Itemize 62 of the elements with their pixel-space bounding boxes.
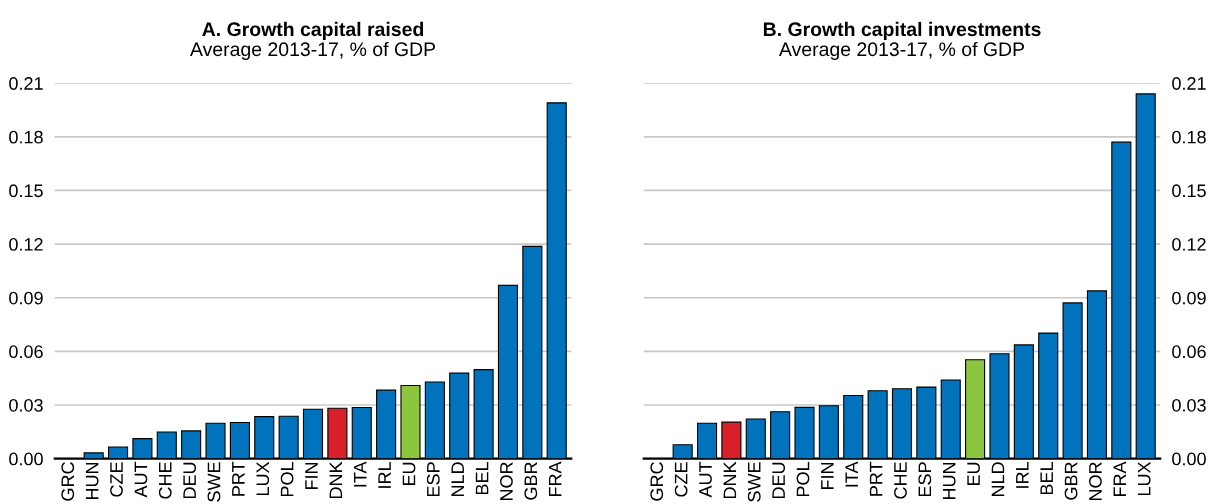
x-tick-label: FIN (305, 462, 318, 490)
chart-subtitle: Average 2013-17, % of GDP (778, 41, 1025, 60)
x-tick-label: AUT (699, 461, 712, 498)
x-tick-label: GBR (524, 462, 538, 500)
x-tick-label: DNK (329, 461, 343, 499)
x-tick-label: HUN (85, 462, 99, 500)
x-tick-label: LUX (1137, 461, 1151, 496)
y-tick-label: 0.18 (1172, 130, 1206, 144)
x-tick-label: ESP (426, 462, 440, 497)
chart-title: B. Growth capital investments (763, 21, 1041, 40)
x-tick-label: NOR (500, 462, 513, 501)
x-tick-label: AUT (134, 461, 148, 498)
x-tick-label: BEL (1040, 462, 1053, 495)
y-tick-label: 0.03 (1172, 398, 1206, 412)
x-tick-label: GBR (1064, 462, 1078, 500)
y-tick-label: 0.09 (9, 291, 43, 305)
chart-subtitle: Average 2013-17, % of GDP (190, 41, 436, 60)
x-tick-label: BEL (475, 462, 489, 495)
x-tick-label: NOR (1089, 462, 1102, 501)
x-tick-label: SWE (207, 462, 221, 502)
y-tick-label: 0.09 (1172, 291, 1206, 305)
y-tick-label: 0.21 (1172, 77, 1206, 90)
chart-title: A. Growth capital raised (202, 21, 424, 40)
x-tick-label: DEU (183, 462, 196, 499)
x-tick-label: PRT (869, 461, 883, 496)
y-tick-label: 0.12 (9, 238, 43, 251)
x-tick-label: IRL (378, 462, 391, 488)
y-tick-label: 0.15 (9, 184, 43, 198)
x-tick-label: HUN (942, 462, 956, 500)
x-tick-label: EU (402, 462, 416, 486)
y-tick-label: 0.18 (9, 130, 43, 144)
y-tick-label: 0.21 (9, 77, 43, 90)
x-tick-label: DNK (723, 461, 737, 499)
x-tick-label: ITA (845, 461, 858, 487)
x-tick-label: NLD (451, 462, 464, 497)
x-tick-label: GRC (61, 462, 75, 501)
x-tick-label: GRC (650, 462, 664, 501)
x-tick-label: CHE (894, 462, 907, 499)
y-tick-label: 0.15 (1172, 184, 1206, 198)
x-tick-label: CZE (674, 462, 688, 497)
y-tick-label: 0.03 (9, 398, 43, 412)
x-tick-label: POL (796, 462, 810, 497)
y-tick-label: 0.12 (1172, 238, 1206, 251)
x-tick-label: IRL (1016, 462, 1029, 488)
x-tick-label: PRT (232, 461, 245, 496)
x-tick-label: ESP (918, 462, 932, 497)
x-tick-label: LUX (256, 461, 270, 496)
x-tick-label: CHE (158, 462, 172, 499)
x-tick-label: NLD (991, 462, 1005, 497)
y-tick-label: 0.06 (1172, 345, 1206, 359)
y-tick-label: 0.00 (9, 452, 43, 466)
x-tick-label: EU (967, 462, 980, 486)
y-tick-label: 0.06 (9, 345, 43, 359)
x-tick-label: ITA (353, 461, 367, 487)
x-tick-label: DEU (772, 462, 785, 499)
x-tick-label: SWE (747, 462, 761, 502)
x-tick-label: FRA (1113, 461, 1126, 497)
x-tick-label: CZE (110, 462, 123, 497)
y-tick-label: 0.00 (1172, 452, 1206, 466)
x-tick-label: FIN (821, 462, 834, 490)
x-tick-label: FRA (548, 461, 562, 497)
x-tick-label: POL (280, 462, 294, 497)
